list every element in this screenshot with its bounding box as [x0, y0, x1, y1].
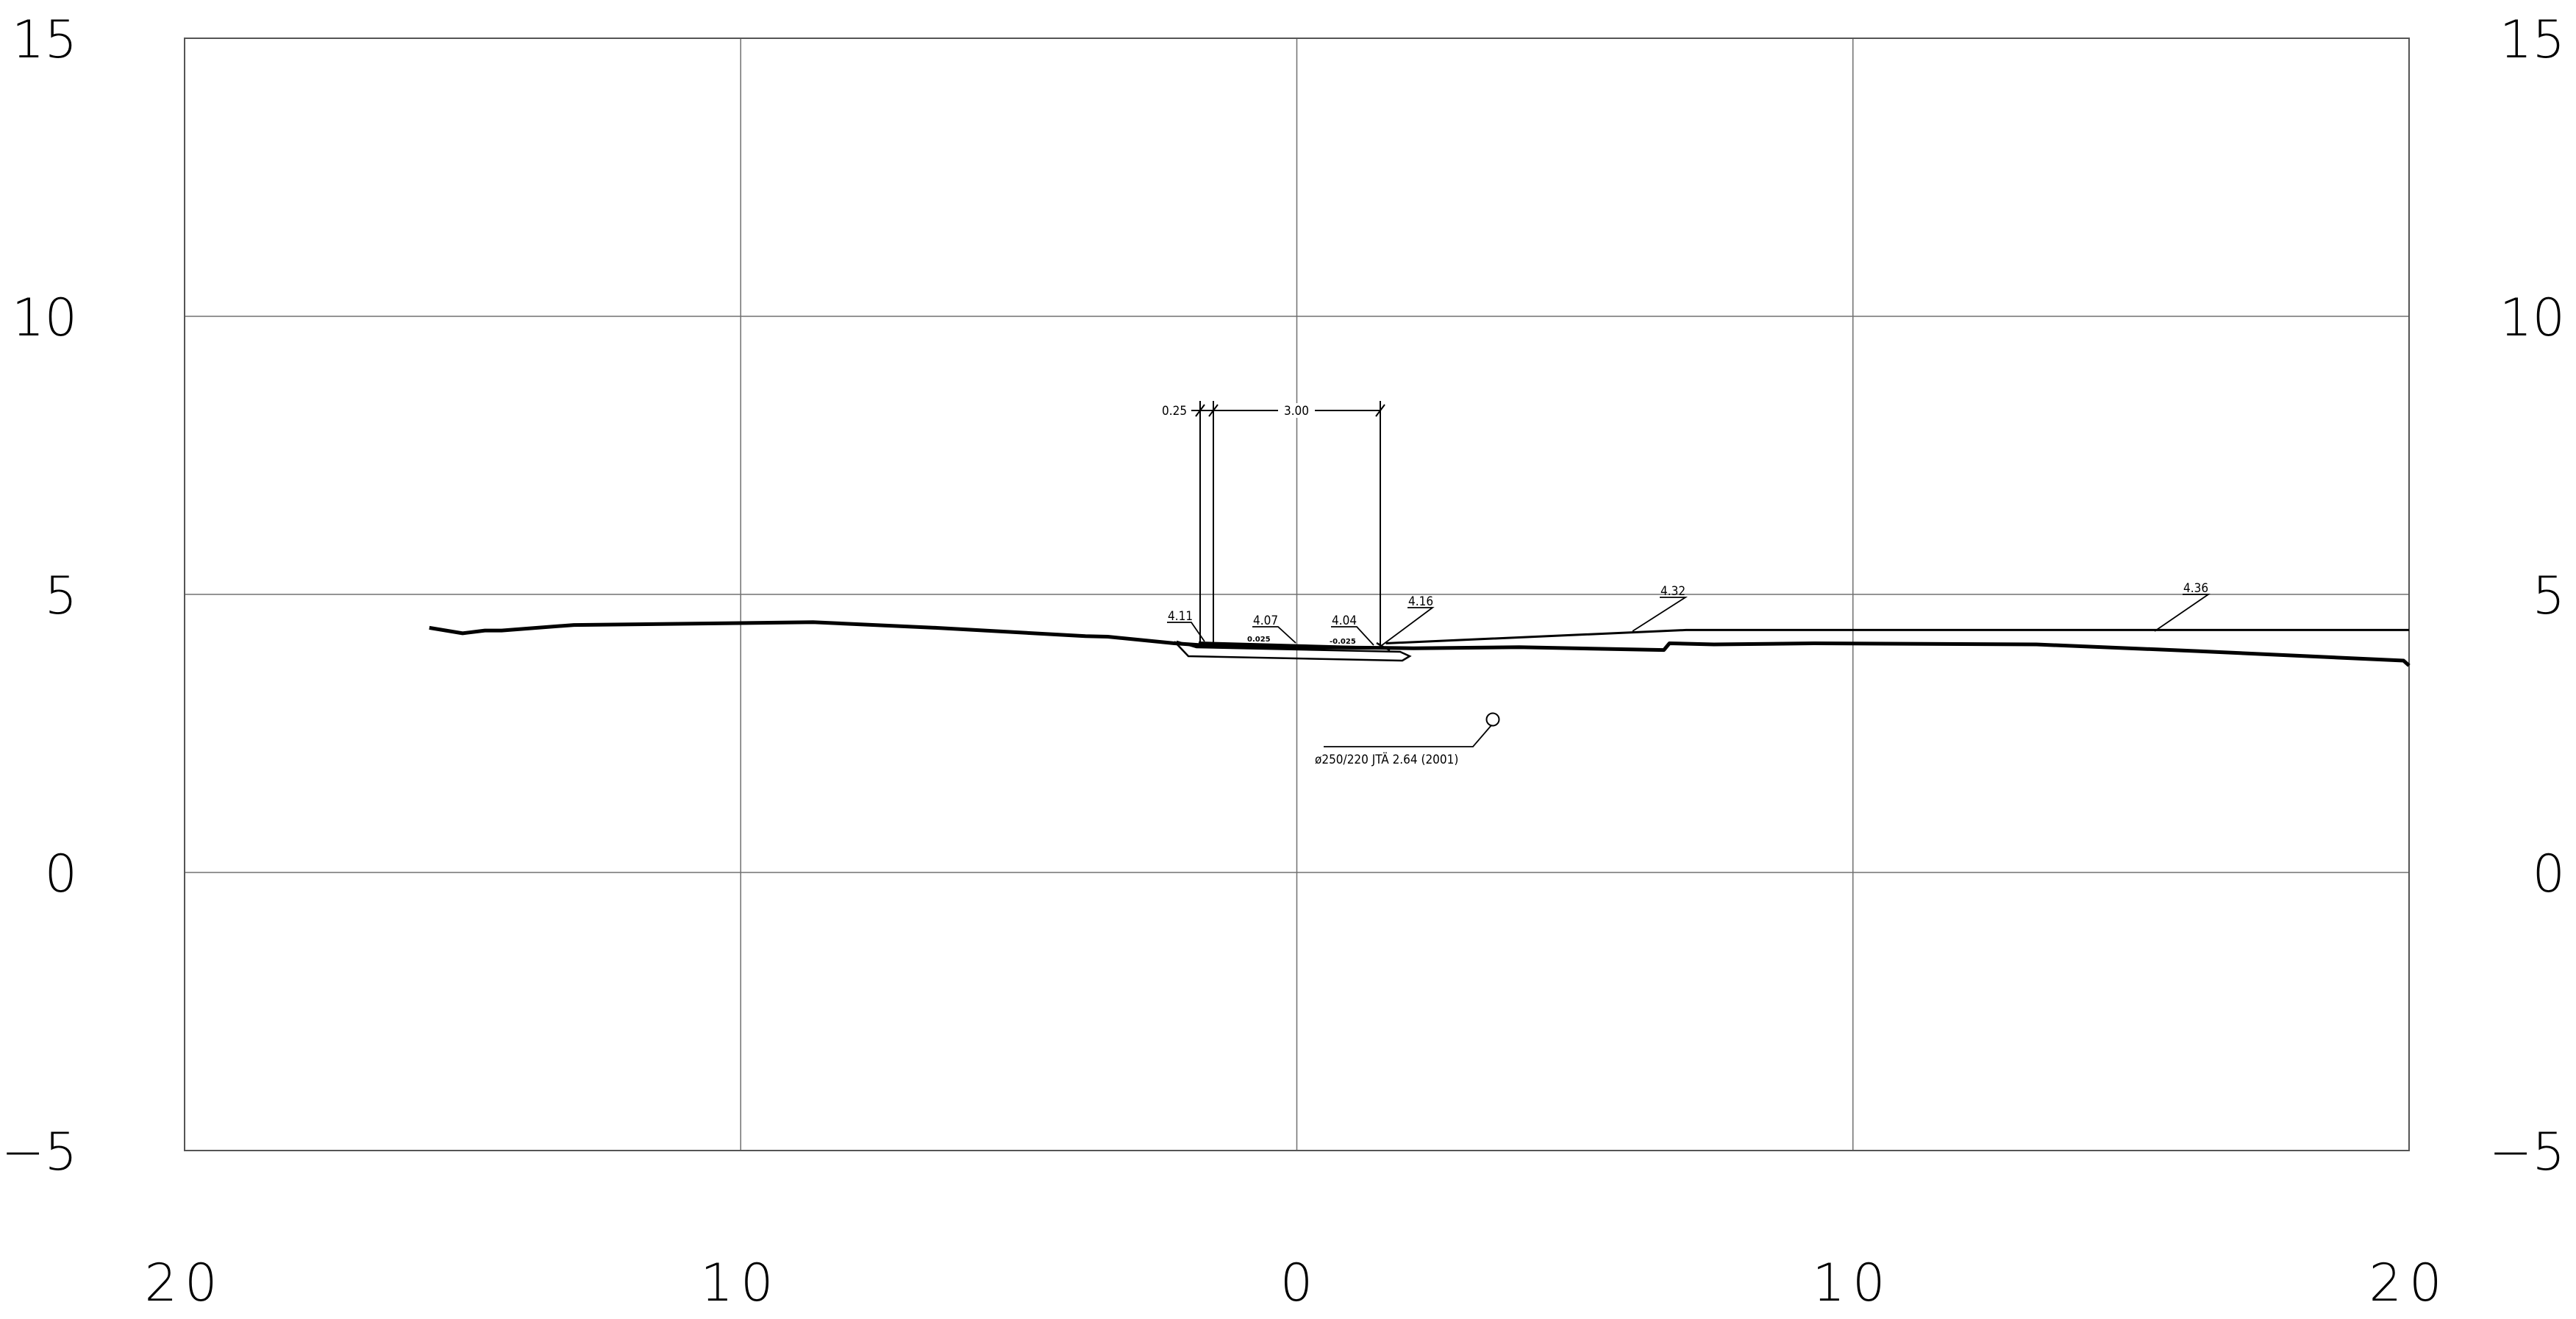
dimension-tick-1: [1195, 404, 1205, 417]
plot-frame: [184, 38, 2410, 1151]
terrain-profile-line: [429, 620, 2411, 667]
grid-lines: [185, 38, 2409, 1151]
y-tick-right-15: 15: [2500, 10, 2565, 70]
y-tick-right-10: 10: [2500, 288, 2565, 348]
elev-label-4-32: 4.32: [1660, 584, 1685, 599]
x-tick-right-10: 10: [1812, 1253, 1892, 1313]
elev-label-4-04: 4.04: [1332, 614, 1357, 628]
pavement-top-line: [1198, 641, 1383, 650]
pavement-structure: [1174, 640, 1412, 662]
slope-label-right: -0.025: [1330, 638, 1356, 646]
elevation-leaders: [1167, 594, 2211, 747]
road-surface-line: [1385, 628, 2409, 644]
leader-pipe: [1324, 725, 1492, 747]
elev-label-4-07: 4.07: [1253, 614, 1278, 628]
elev-label-4-16: 4.16: [1408, 594, 1433, 609]
leader-4-16: [1380, 607, 1435, 647]
leader-4-32: [1632, 597, 1688, 632]
dimension-tick-2: [1208, 404, 1219, 417]
dimension-tick-3: [1375, 404, 1385, 417]
elev-label-4-36: 4.36: [2183, 581, 2208, 596]
y-tick-left-10: 10: [12, 288, 77, 348]
y-tick-right-minus5: −5: [2489, 1122, 2565, 1182]
y-tick-right-5: 5: [2532, 566, 2565, 626]
x-tick-left-10: 10: [700, 1253, 780, 1313]
x-tick-0: 0: [1280, 1253, 1313, 1313]
leader-4-11: [1167, 622, 1205, 642]
y-tick-left-5: 5: [44, 566, 77, 626]
elev-label-4-11: 4.11: [1168, 609, 1193, 624]
pipe-marker: [1485, 712, 1500, 727]
pipe-label: ø250/220 JTÄ 2.64 (2001): [1315, 752, 1458, 767]
dimension-lines: [1191, 401, 1385, 647]
y-tick-left-minus5: −5: [1, 1122, 77, 1182]
y-tick-left-0: 0: [44, 844, 77, 904]
leader-4-07: [1252, 626, 1296, 644]
dimension-label-main: 3.00: [1284, 404, 1309, 419]
curb-line: [1376, 641, 1391, 652]
dimension-label-mask: [1278, 403, 1315, 418]
dimension-label-left: 0.25: [1162, 404, 1187, 419]
slope-label-left: 0.025: [1247, 636, 1271, 644]
x-tick-left-20: 20: [144, 1253, 224, 1313]
y-tick-right-0: 0: [2532, 844, 2565, 904]
leader-4-36: [2154, 594, 2211, 632]
x-tick-right-20: 20: [2369, 1253, 2449, 1313]
pavement-layer-outline: [1174, 640, 1412, 662]
leader-4-04: [1331, 626, 1374, 646]
y-tick-left-15: 15: [12, 10, 77, 70]
